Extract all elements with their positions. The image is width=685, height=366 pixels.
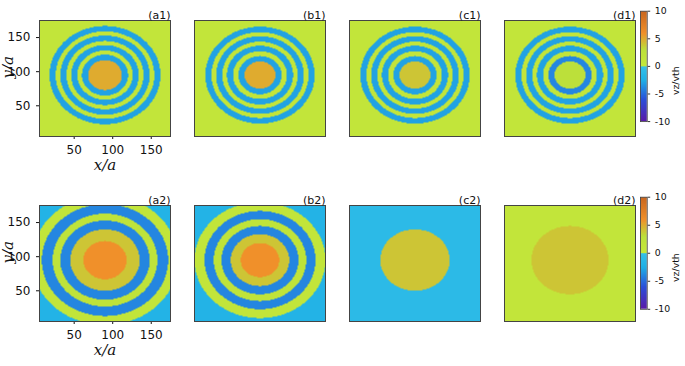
svg-text:150: 150 [8,30,31,44]
svg-text:(a2): (a2) [148,194,170,207]
svg-text:(d1): (d1) [613,9,636,22]
svg-text:100: 100 [101,143,125,157]
svg-text:-5: -5 [655,88,664,99]
svg-text:(b1): (b1) [303,9,326,22]
svg-text:y/a: y/a [0,56,17,79]
svg-text:(c2): (c2) [459,194,481,207]
svg-text:-10: -10 [655,116,670,127]
svg-text:x/a: x/a [94,156,116,174]
svg-text:10: 10 [655,191,667,202]
svg-text:vz/vth: vz/vth [670,253,681,282]
svg-text:150: 150 [140,143,163,157]
svg-text:150: 150 [140,328,163,342]
svg-text:-10: -10 [655,303,670,314]
svg-text:50: 50 [15,284,30,298]
svg-text:100: 100 [7,249,31,264]
svg-text:5: 5 [655,33,661,44]
svg-text:10: 10 [655,5,667,16]
svg-text:(b2): (b2) [303,194,326,207]
svg-text:(d2): (d2) [613,194,636,207]
svg-text:x/a: x/a [94,341,116,359]
svg-text:(a1): (a1) [148,9,170,22]
svg-text:50: 50 [15,99,30,113]
svg-text:0: 0 [655,60,661,71]
svg-text:(c1): (c1) [459,9,481,22]
svg-text:-5: -5 [655,275,664,286]
svg-text:100: 100 [7,64,31,79]
svg-text:5: 5 [655,219,661,230]
svg-text:100: 100 [101,328,125,342]
svg-text:50: 50 [67,143,82,157]
svg-text:0: 0 [655,247,661,258]
svg-text:vz/vth: vz/vth [670,66,681,95]
svg-text:150: 150 [8,215,31,229]
svg-text:50: 50 [67,328,82,342]
svg-text:y/a: y/a [0,241,17,264]
